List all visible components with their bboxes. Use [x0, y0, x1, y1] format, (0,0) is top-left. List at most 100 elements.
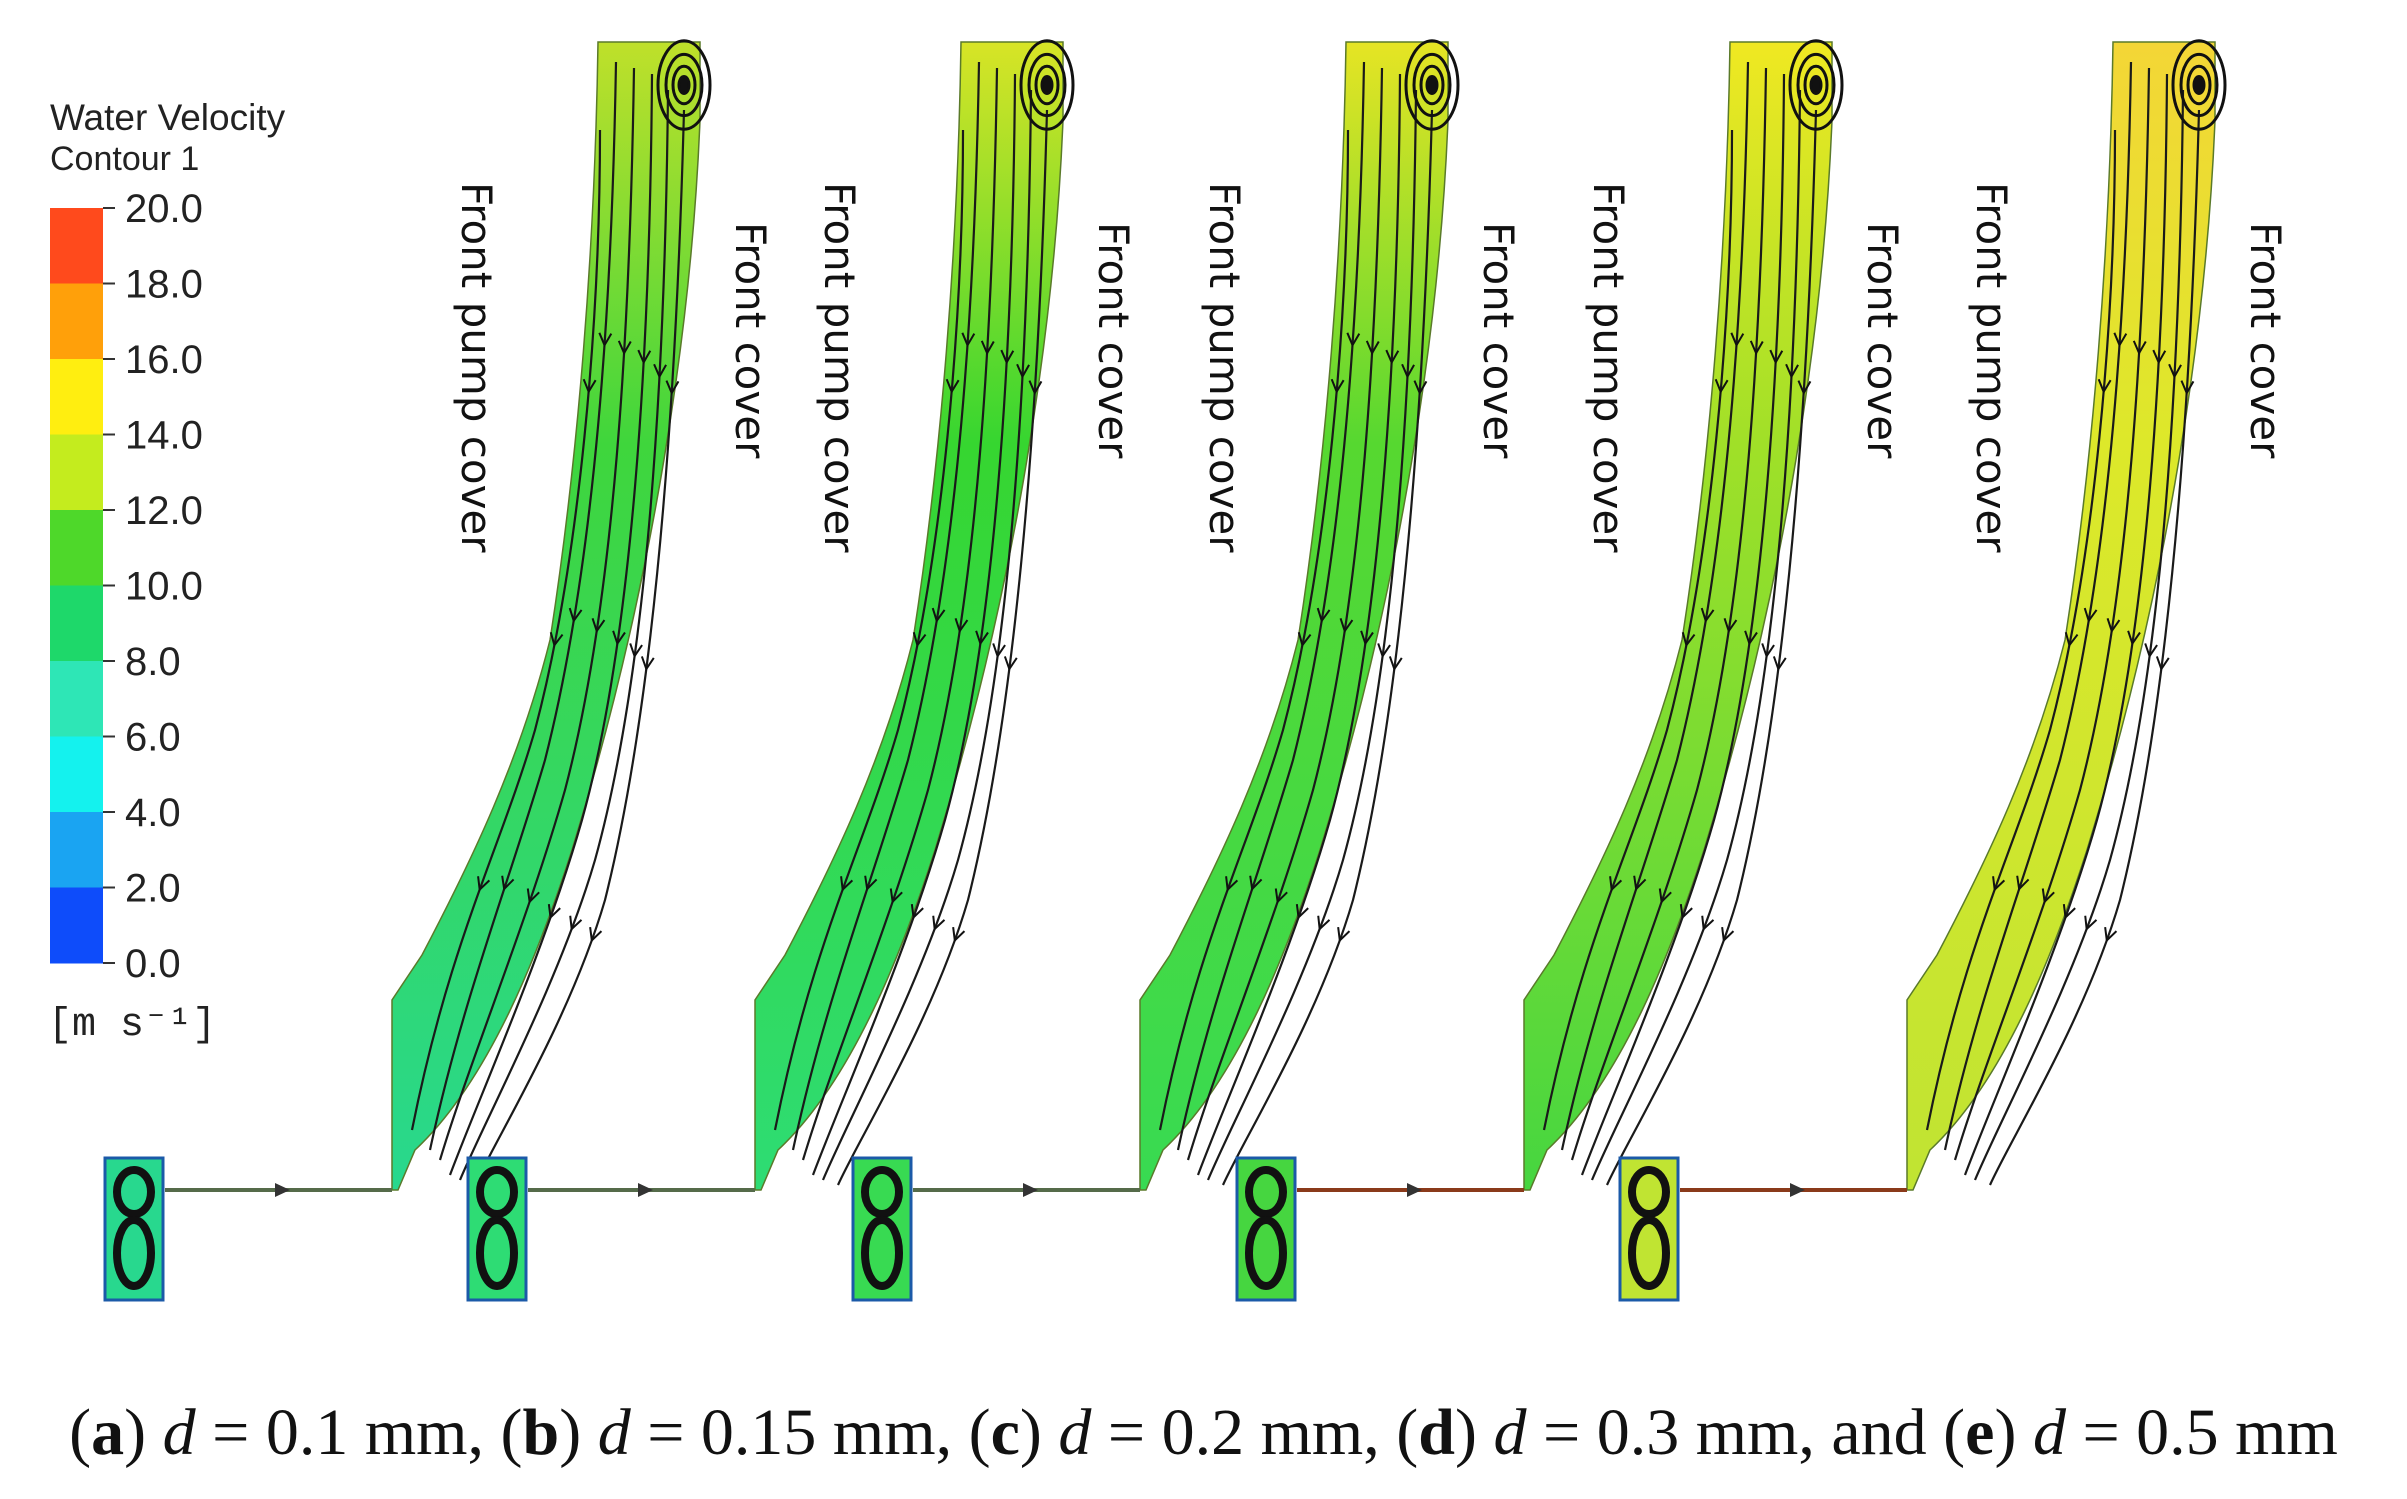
- colorbar-tick-label: 0.0: [125, 942, 181, 986]
- contour-panel-a: Front pump cover Front cover: [103, 39, 775, 1302]
- flow-arrow: [526, 888, 540, 904]
- flow-arrow: [2180, 380, 2195, 396]
- flow-arrow: [1730, 332, 1745, 348]
- flow-arrow: [945, 378, 960, 394]
- caption-label-e: e: [1965, 1396, 1995, 1469]
- flow-arrow: [1337, 926, 1351, 943]
- eddy: [861, 1216, 903, 1290]
- flow-arrow: [477, 876, 491, 892]
- chamber: [466, 1156, 528, 1302]
- caption-var-c: d: [1058, 1396, 1092, 1469]
- flow-arrow: [582, 378, 597, 394]
- colorbar: [50, 208, 103, 964]
- flow-arrow: [992, 643, 1006, 659]
- flow-arrow: [612, 630, 626, 646]
- flow-channel: [754, 41, 1064, 1191]
- label-front-cover: Front cover: [1858, 222, 1907, 459]
- label-front-cover: Front cover: [1089, 222, 1138, 459]
- caption-value-c: = 0.2 mm,: [1091, 1396, 1397, 1469]
- flow-arrow: [1714, 378, 1729, 394]
- flow-arrow: [2144, 643, 2158, 659]
- colorbar-band: [50, 434, 103, 511]
- streamline: [1186, 67, 1384, 1161]
- label-front-pump-cover: Front pump cover: [1584, 182, 1633, 553]
- flow-arrow: [591, 618, 606, 634]
- flow-arrow: [2152, 349, 2167, 365]
- flow-channel: [391, 41, 701, 1191]
- eddy: [113, 1216, 155, 1290]
- flow-arrow: [569, 915, 583, 932]
- flow-arrow: [932, 915, 946, 932]
- colorbar-band: [50, 283, 103, 360]
- flow-arrow: [1377, 643, 1391, 659]
- streamline: [801, 67, 999, 1161]
- vortex-ring: [2192, 75, 2206, 95]
- vortex-ring: [2186, 64, 2212, 106]
- flow-arrow: [2097, 378, 2112, 394]
- eddy: [1245, 1166, 1287, 1218]
- flow-arrow: [1700, 607, 1715, 624]
- flow-arrow: [1330, 378, 1345, 394]
- streamline: [428, 61, 618, 1151]
- flow-arrow: [2106, 618, 2121, 634]
- colorbar-tick-label: 8.0: [125, 640, 181, 684]
- streamline: [1963, 73, 2169, 1176]
- caption-label-b: b: [522, 1396, 560, 1469]
- colorbar-band: [50, 736, 103, 813]
- streamline: [438, 67, 636, 1161]
- flow-arrow: [2104, 926, 2118, 943]
- flow-channel: [1139, 41, 1449, 1191]
- flow-arrow: [1744, 630, 1758, 646]
- streamline: [1206, 89, 1418, 1181]
- figure-caption: (a) d = 0.1 mm, (b) d = 0.15 mm, (c) d =…: [69, 1396, 2338, 1469]
- colorbar-tick-label: 18.0: [125, 263, 203, 307]
- streamline: [458, 89, 670, 1181]
- flow-arrow: [1772, 656, 1787, 672]
- flow-arrow: [1721, 926, 1735, 943]
- flow-arrow: [840, 876, 854, 892]
- contour-panel-e: Front pump cover Front cover: [1618, 39, 2290, 1302]
- flow-arrow: [1769, 349, 1784, 365]
- streamline: [791, 61, 981, 1151]
- flow-arrow: [1633, 875, 1647, 892]
- vortex-ring: [1803, 64, 1829, 106]
- caption-var-e: d: [2032, 1396, 2066, 1469]
- flow-arrow: [1723, 618, 1738, 634]
- streamline: [1221, 109, 1434, 1186]
- legend-title: Water Velocity: [50, 97, 286, 138]
- streamline: [1943, 61, 2133, 1151]
- flow-arrow: [1339, 618, 1354, 634]
- streamline: [473, 109, 686, 1186]
- label-front-cover: Front cover: [2241, 222, 2290, 459]
- flow-arrow: [2113, 332, 2128, 348]
- streamline: [1925, 129, 2117, 1131]
- flow-arrow: [598, 332, 613, 348]
- flow-arrow: [1000, 349, 1015, 365]
- flow-arrow: [864, 875, 878, 892]
- flow-channel: [1523, 41, 1833, 1191]
- flow-arrow: [2084, 915, 2098, 932]
- flow-arrow: [1701, 915, 1715, 932]
- eddy: [1628, 1166, 1670, 1218]
- vortex-ring: [664, 52, 704, 118]
- vortex-ring: [1809, 75, 1823, 95]
- caption-label-c: c: [990, 1396, 1020, 1469]
- flow-arrow: [1679, 904, 1693, 920]
- colorbar-band: [50, 208, 103, 284]
- flow-arrow: [629, 643, 643, 659]
- caption-var-d: d: [1493, 1396, 1527, 1469]
- flow-arrow: [980, 340, 995, 356]
- vortex-ring: [1404, 39, 1460, 131]
- flow-arrow: [910, 904, 924, 920]
- caption-value-a: = 0.1 mm,: [195, 1396, 501, 1469]
- flow-arrow: [1797, 380, 1812, 396]
- flow-arrow: [1388, 656, 1403, 672]
- flow-arrow: [1658, 888, 1672, 904]
- streamline: [1580, 73, 1786, 1176]
- label-front-cover: Front cover: [1474, 222, 1523, 459]
- streamline: [1570, 67, 1768, 1161]
- flow-arrow: [2062, 904, 2076, 920]
- flow-arrow: [1401, 363, 1415, 379]
- streamline: [773, 129, 965, 1131]
- flow-arrow: [549, 632, 564, 648]
